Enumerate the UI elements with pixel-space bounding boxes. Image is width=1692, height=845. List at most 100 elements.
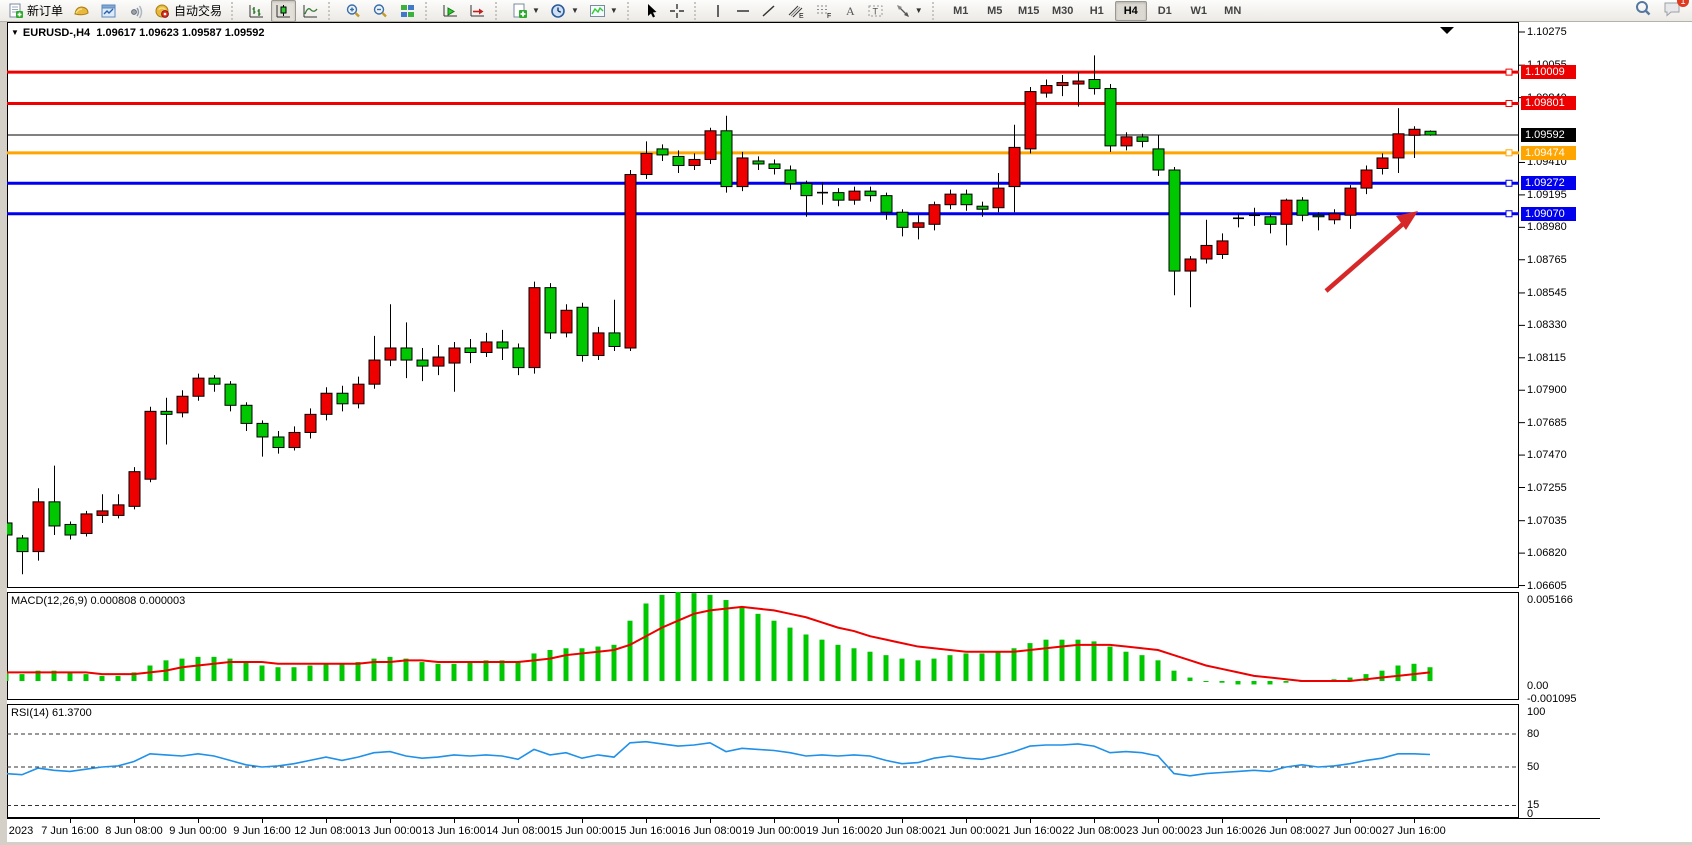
- text-tool-button[interactable]: A: [839, 0, 861, 22]
- new-order-button[interactable]: 新订单: [4, 0, 67, 22]
- autotrading-button[interactable]: 自动交易: [150, 0, 226, 22]
- time-axis-label: 19 Jun 00:00: [742, 825, 806, 837]
- search-icon[interactable]: [1634, 0, 1652, 21]
- price-axis-tick: 1.08115: [1527, 351, 1566, 364]
- fibonacci-tool-button[interactable]: F: [811, 0, 837, 22]
- auto-scroll-button[interactable]: [465, 0, 490, 22]
- auto-scroll-icon: [469, 3, 486, 19]
- current-price-tag: 1.09592: [1521, 128, 1576, 143]
- price-level-tag[interactable]: 1.09070: [1521, 206, 1576, 221]
- chart-window-icon: [100, 3, 117, 19]
- svg-text:F: F: [827, 13, 831, 19]
- price-axis-tick: 1.07255: [1527, 481, 1567, 494]
- chart-canvas[interactable]: [0, 22, 1692, 845]
- text-tool-icon: A: [843, 3, 857, 19]
- profiles-button[interactable]: ▼: [546, 0, 583, 22]
- price-axis-tick: 1.07035: [1527, 514, 1567, 527]
- timeframe-button-M5[interactable]: M5: [987, 4, 1003, 17]
- window-bottom-edge: [0, 842, 1692, 845]
- zoom-in-button[interactable]: [341, 0, 366, 22]
- rsi-axis-label: 100: [1527, 706, 1546, 718]
- chart-panel: ▼ EURUSD-,H4 1.09617 1.09623 1.09587 1.09…: [0, 22, 1692, 845]
- time-axis-label: 22 Jun 08:00: [1062, 825, 1126, 837]
- timeframe-button-M1[interactable]: M1: [953, 4, 969, 17]
- label-tool-icon: T: [867, 3, 885, 19]
- time-axis-label: 21 Jun 00:00: [934, 825, 998, 837]
- time-axis-label: 9 Jun 00:00: [169, 825, 227, 837]
- price-level-tag[interactable]: 1.09801: [1521, 96, 1576, 111]
- time-axis-label: 21 Jun 16:00: [998, 825, 1062, 837]
- price-level-tag[interactable]: 1.10009: [1521, 65, 1576, 80]
- chart-quote: 1.09617 1.09623 1.09587 1.09592: [96, 27, 265, 39]
- price-axis-tick: 1.07685: [1527, 416, 1567, 429]
- time-axis-label: 14 Jun 08:00: [486, 825, 550, 837]
- chart-collapse-icon[interactable]: ▼: [11, 28, 19, 37]
- chart-shift-icon: [442, 3, 459, 19]
- notifications-button[interactable]: 1: [1662, 0, 1689, 21]
- price-axis-tick: 1.06820: [1527, 547, 1567, 560]
- autotrading-label: 自动交易: [174, 4, 223, 18]
- zoom-out-button[interactable]: [368, 0, 393, 22]
- time-axis-label: 12 Jun 08:00: [294, 825, 358, 837]
- cursor-icon: [644, 3, 659, 19]
- cursor-button[interactable]: [640, 0, 663, 22]
- bar-chart-button[interactable]: [244, 0, 269, 22]
- vertical-line-tool-button[interactable]: [707, 0, 729, 22]
- time-axis-label: 15 Jun 16:00: [614, 825, 678, 837]
- price-axis-tick: 1.09195: [1527, 188, 1567, 201]
- timeframe-button-W1[interactable]: W1: [1190, 4, 1207, 17]
- chart-shift-button[interactable]: [438, 0, 463, 22]
- time-axis-label: 23 Jun 16:00: [1190, 825, 1254, 837]
- macd-label: MACD(12,26,9) 0.000808 0.000003: [11, 595, 186, 607]
- timeframe-button-D1[interactable]: D1: [1157, 4, 1172, 17]
- line-chart-icon: [302, 3, 319, 19]
- dropdown-caret-icon: ▼: [532, 6, 540, 15]
- timeframe-button-M30[interactable]: M30: [1052, 4, 1074, 17]
- expert-hat-icon: [73, 3, 90, 19]
- chart-window-button[interactable]: [96, 0, 121, 22]
- price-axis-tick: 1.08980: [1527, 221, 1567, 234]
- price-axis-tick: 1.06605: [1527, 579, 1567, 592]
- timeframe-button-M15[interactable]: M15: [1018, 4, 1040, 17]
- price-level-tag[interactable]: 1.09272: [1521, 176, 1576, 191]
- time-axis-label: 27 Jun 16:00: [1382, 825, 1446, 837]
- signals-button[interactable]: [123, 0, 148, 22]
- bar-chart-icon: [248, 3, 265, 19]
- equidistant-channel-tool-button[interactable]: E: [783, 0, 809, 22]
- fibonacci-icon: F: [815, 3, 833, 19]
- timeframe-button-H1[interactable]: H1: [1089, 4, 1104, 17]
- trendline-icon: [761, 3, 777, 19]
- timeframe-button-MN[interactable]: MN: [1224, 4, 1242, 17]
- time-axis-label: 27 Jun 00:00: [1318, 825, 1382, 837]
- time-axis-label: 20 Jun 08:00: [870, 825, 934, 837]
- price-axis-tick: 1.07900: [1527, 384, 1567, 397]
- horizontal-line-tool-button[interactable]: [731, 0, 755, 22]
- indicators-icon: [589, 3, 606, 19]
- candlestick-chart-button[interactable]: [271, 0, 297, 22]
- rsi-label: RSI(14) 61.3700: [11, 707, 92, 719]
- window-left-edge: [0, 22, 7, 842]
- time-axis-label: 7 Jun 2023: [0, 825, 34, 837]
- expert-advisors-button[interactable]: [69, 0, 94, 22]
- autotrading-icon: [154, 3, 171, 19]
- toolbar: 新订单 自动交易: [0, 0, 1692, 22]
- svg-text:A: A: [846, 4, 855, 18]
- trendline-tool-button[interactable]: [757, 0, 781, 22]
- macd-axis-label: -0.001095: [1527, 693, 1577, 705]
- timeframe-button-H4[interactable]: H4: [1114, 0, 1147, 21]
- arrows-tool-icon: [895, 3, 911, 19]
- price-level-tag[interactable]: 1.09474: [1521, 145, 1576, 160]
- clock-icon: [550, 3, 567, 19]
- indicators-button[interactable]: ▼: [585, 0, 622, 22]
- label-tool-button[interactable]: T: [863, 0, 889, 22]
- tile-windows-button[interactable]: [395, 0, 420, 22]
- arrows-tool-button[interactable]: ▼: [891, 0, 927, 22]
- chart-symbol: EURUSD-,H4: [22, 27, 91, 39]
- crosshair-button[interactable]: [665, 0, 689, 22]
- signals-icon: [127, 3, 144, 19]
- line-chart-button[interactable]: [298, 0, 323, 22]
- dropdown-caret-icon: ▼: [570, 6, 579, 15]
- crosshair-icon: [669, 3, 685, 19]
- new-chart-button[interactable]: ▼: [508, 0, 544, 22]
